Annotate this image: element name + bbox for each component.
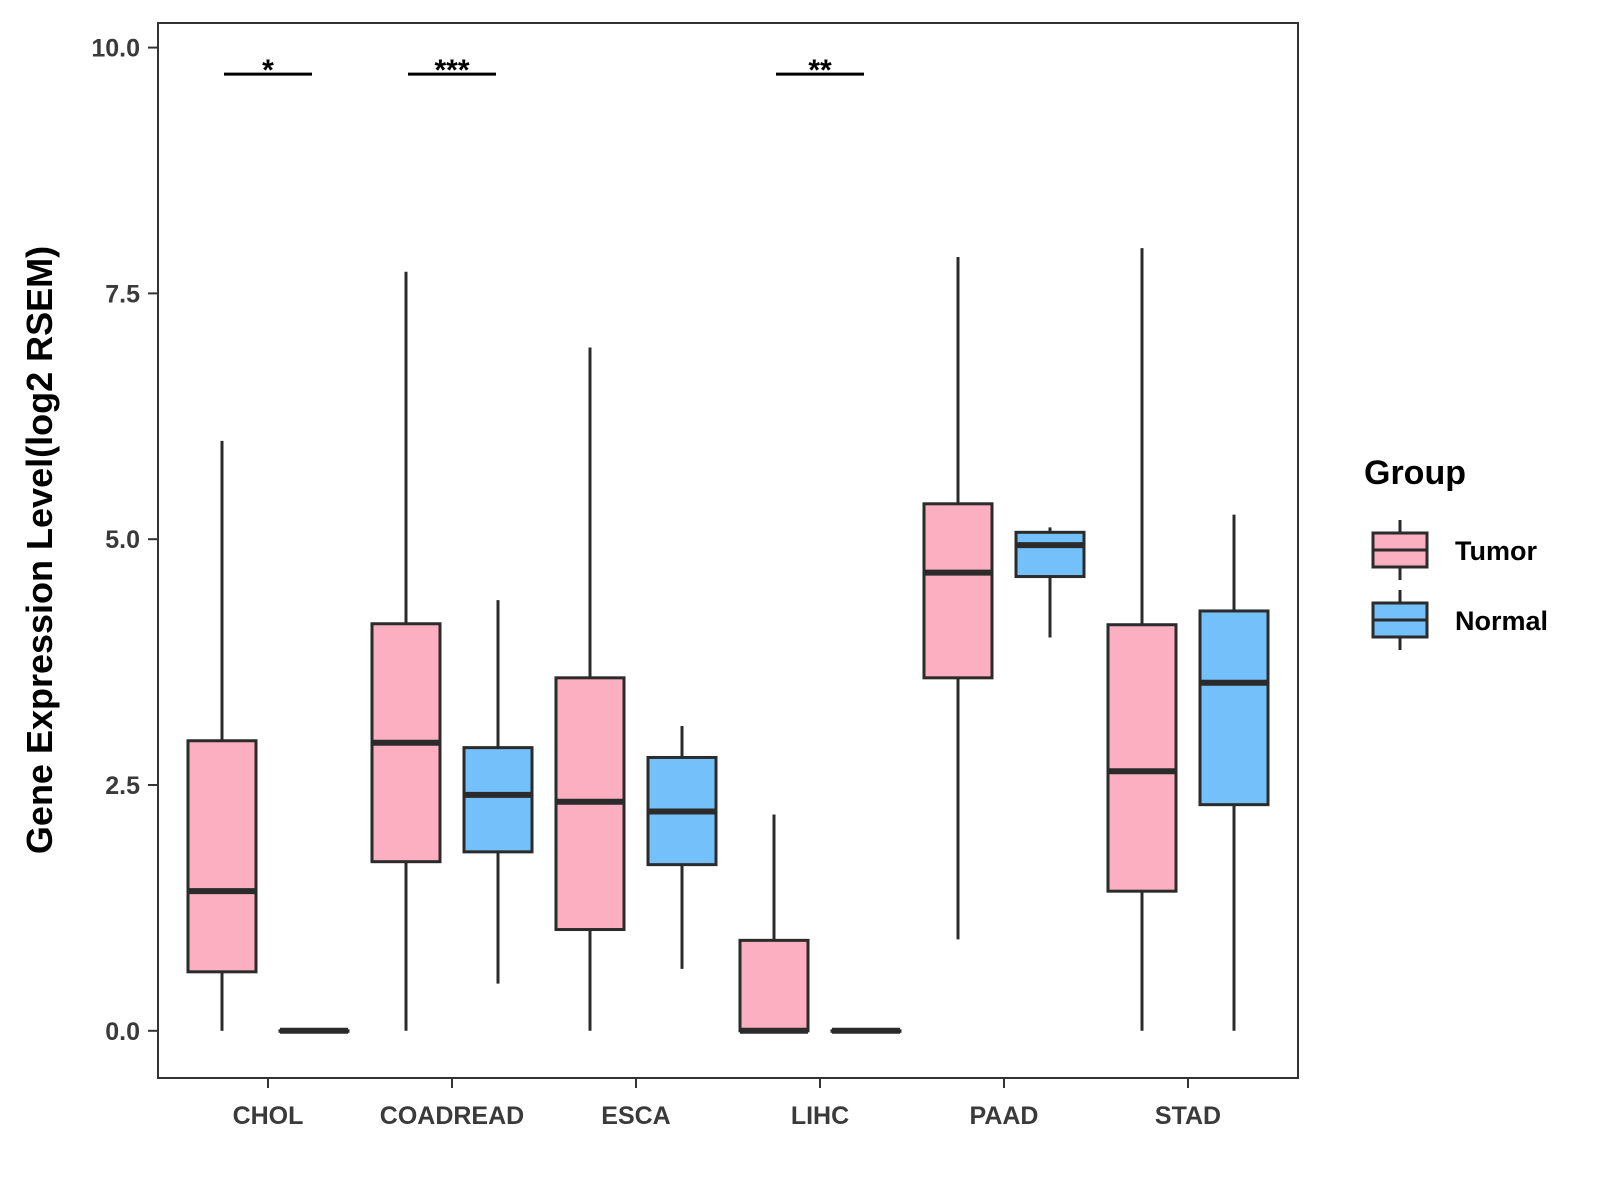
y-tick-label-1: 2.5 bbox=[105, 772, 140, 800]
significance-label-lihc: ** bbox=[808, 54, 832, 87]
x-tick-label-chol: CHOL bbox=[233, 1102, 304, 1130]
box-tumor-esca bbox=[554, 347, 626, 1031]
box-tumor-paad bbox=[922, 257, 994, 940]
legend: Group Tumor Normal bbox=[1364, 454, 1548, 650]
box-tumor-stad bbox=[1106, 248, 1178, 1031]
box-normal-paad bbox=[1014, 527, 1086, 638]
legend-key-normal bbox=[1371, 590, 1429, 650]
box-normal-lihc bbox=[830, 1027, 902, 1034]
y-tick-label-4: 10.0 bbox=[91, 35, 140, 63]
box-normal-chol bbox=[278, 1027, 350, 1034]
y-tick-label-2: 5.0 bbox=[105, 526, 140, 554]
box-body-tumor-stad bbox=[1106, 623, 1178, 893]
box-normal-coadread bbox=[462, 600, 534, 984]
box-tumor-lihc bbox=[738, 814, 810, 1034]
x-tick-label-coadread: COADREAD bbox=[380, 1102, 524, 1130]
legend-key-tumor bbox=[1371, 520, 1429, 580]
box-body-normal-stad bbox=[1198, 609, 1270, 807]
x-tick-label-lihc: LIHC bbox=[791, 1102, 849, 1130]
y-tick-label-0: 0.0 bbox=[105, 1018, 140, 1046]
box-normal-esca bbox=[646, 726, 718, 969]
box-normal-stad bbox=[1198, 514, 1270, 1031]
box-body-normal-coadread bbox=[462, 746, 534, 854]
box-body-tumor-lihc bbox=[738, 938, 810, 1033]
y-axis-title: Gene Expression Level(log2 RSEM) bbox=[19, 246, 60, 854]
x-tick-label-paad: PAAD bbox=[970, 1102, 1039, 1130]
x-tick-label-esca: ESCA bbox=[601, 1102, 670, 1130]
box-body-normal-paad bbox=[1014, 530, 1086, 579]
plot-panel bbox=[157, 22, 1299, 1079]
legend-label-tumor: Tumor bbox=[1455, 536, 1537, 566]
significance-label-chol: * bbox=[262, 54, 274, 87]
chart-marks: * *** ** bbox=[186, 54, 1270, 1034]
y-tick-label-3: 7.5 bbox=[105, 280, 140, 308]
box-body-tumor-paad bbox=[922, 502, 994, 680]
significance-label-coadread: *** bbox=[434, 54, 469, 87]
box-tumor-chol bbox=[186, 440, 258, 1031]
x-tick-label-stad: STAD bbox=[1155, 1102, 1221, 1130]
box-tumor-coadread bbox=[370, 271, 442, 1031]
box-body-tumor-chol bbox=[186, 739, 258, 974]
legend-label-normal: Normal bbox=[1455, 606, 1548, 636]
chart-axes: 0.0 2.5 5.0 7.5 10.0 CHOL COADREAD ESCA LIHC PAAD… bbox=[91, 35, 1221, 1130]
legend-title: Group bbox=[1364, 454, 1466, 492]
